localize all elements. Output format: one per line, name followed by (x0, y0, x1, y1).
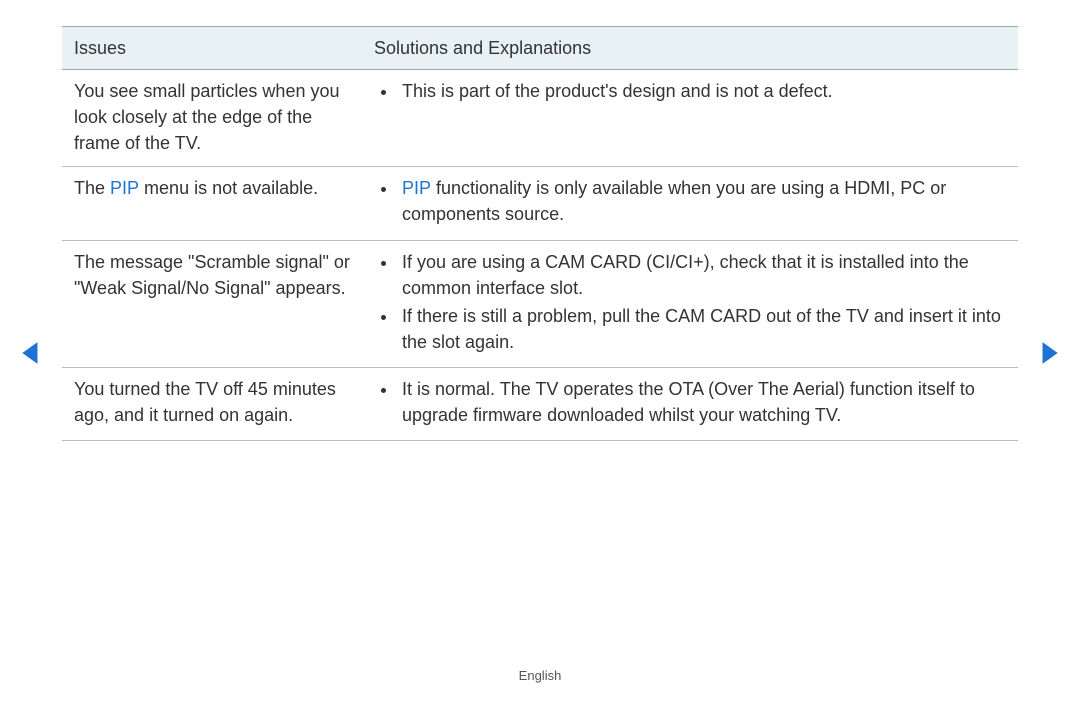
solution-list: If you are using a CAM CARD (CI/CI+), ch… (374, 249, 1006, 355)
solution-item: PIP functionality is only available when… (398, 175, 1006, 227)
issue-cell: The message "Scramble signal" or "Weak S… (62, 240, 362, 367)
prev-page-button[interactable] (18, 340, 44, 366)
solution-keyword: PIP (402, 178, 431, 198)
footer-language: English (0, 668, 1080, 683)
issue-cell: You turned the TV off 45 minutes ago, an… (62, 367, 362, 440)
issue-cell: The PIP menu is not available. (62, 167, 362, 240)
solution-cell: It is normal. The TV operates the OTA (O… (362, 367, 1018, 440)
solution-text-post: functionality is only available when you… (402, 178, 946, 224)
issue-cell: You see small particles when you look cl… (62, 70, 362, 167)
header-issues: Issues (62, 27, 362, 70)
solution-item: This is part of the product's design and… (398, 78, 1006, 104)
solution-item: If you are using a CAM CARD (CI/CI+), ch… (398, 249, 1006, 301)
table-row: The message "Scramble signal" or "Weak S… (62, 240, 1018, 367)
solution-list: It is normal. The TV operates the OTA (O… (374, 376, 1006, 428)
solution-cell: This is part of the product's design and… (362, 70, 1018, 167)
issue-keyword: PIP (110, 178, 139, 198)
table-header-row: Issues Solutions and Explanations (62, 27, 1018, 70)
arrow-left-icon (18, 340, 44, 366)
table-row: You turned the TV off 45 minutes ago, an… (62, 367, 1018, 440)
table-row: The PIP menu is not available. PIP funct… (62, 167, 1018, 240)
arrow-right-icon (1036, 340, 1062, 366)
solution-item: It is normal. The TV operates the OTA (O… (398, 376, 1006, 428)
issue-text-pre: The (74, 178, 110, 198)
content-area: Issues Solutions and Explanations You se… (62, 26, 1018, 441)
table-row: You see small particles when you look cl… (62, 70, 1018, 167)
solution-item: If there is still a problem, pull the CA… (398, 303, 1006, 355)
solution-list: This is part of the product's design and… (374, 78, 1006, 104)
solution-cell: If you are using a CAM CARD (CI/CI+), ch… (362, 240, 1018, 367)
issue-text-post: menu is not available. (139, 178, 318, 198)
header-solutions: Solutions and Explanations (362, 27, 1018, 70)
next-page-button[interactable] (1036, 340, 1062, 366)
solution-list: PIP functionality is only available when… (374, 175, 1006, 227)
troubleshoot-table: Issues Solutions and Explanations You se… (62, 26, 1018, 441)
solution-cell: PIP functionality is only available when… (362, 167, 1018, 240)
